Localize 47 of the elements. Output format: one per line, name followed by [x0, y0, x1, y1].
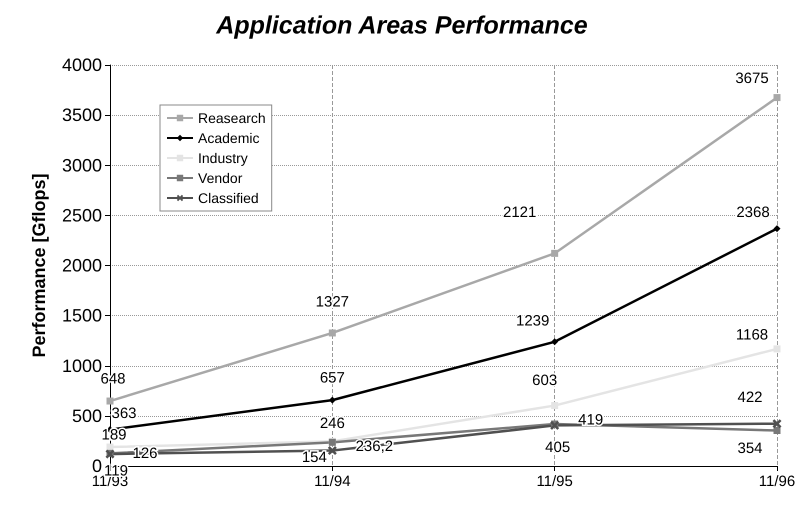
y-tick-label: 0: [92, 456, 102, 476]
data-label: 354: [737, 440, 763, 458]
legend-label: Academic: [198, 130, 260, 146]
point: [328, 446, 337, 456]
data-label: 603: [532, 372, 558, 390]
point: [774, 345, 780, 352]
point: [328, 396, 336, 404]
y-tick-label: 3000: [62, 155, 102, 176]
data-label: 1327: [316, 293, 350, 310]
data-label: 1168: [736, 326, 768, 344]
data-label: 3675: [735, 70, 769, 88]
data-label: 363: [111, 405, 137, 422]
data-label: 2121: [502, 204, 536, 221]
legend-label: Classified: [198, 190, 259, 206]
data-label: 657: [320, 370, 345, 387]
legend-label: Industry: [198, 150, 248, 166]
data-label: 2368: [736, 204, 770, 222]
point: [551, 402, 558, 410]
point: [328, 329, 336, 336]
legend-label: Reasearch: [198, 110, 266, 126]
point: [772, 419, 782, 428]
data-label: 405: [545, 438, 570, 456]
point: [550, 420, 560, 430]
point: [551, 338, 558, 346]
y-tick-label: 4000: [62, 55, 102, 75]
point: [774, 225, 780, 232]
y-axis-title: Performance [Gflops]: [29, 173, 49, 358]
y-tick-label: 1500: [62, 306, 102, 326]
x-tick-label: 11/94: [314, 473, 351, 490]
legend-label: Vendor: [198, 170, 243, 186]
point: [106, 444, 114, 451]
data-label: 422: [737, 389, 763, 406]
y-tick-label: 1000: [62, 356, 102, 376]
x-tick-label: 11/96: [758, 473, 796, 490]
y-tick-label: 2000: [62, 256, 102, 276]
point: [106, 398, 114, 405]
data-label: 1239: [516, 312, 550, 330]
point: [551, 250, 558, 257]
y-tick-label: 2500: [62, 205, 102, 226]
point: [774, 427, 780, 434]
x-tick-label: 11/95: [536, 473, 573, 490]
chart-title: Application Areas Performance: [215, 12, 588, 40]
data-label: 154: [302, 449, 327, 466]
point: [774, 94, 780, 102]
y-tick-label: 3500: [62, 105, 102, 126]
y-tick-label: 500: [72, 406, 102, 426]
data-label: 246: [320, 414, 345, 432]
